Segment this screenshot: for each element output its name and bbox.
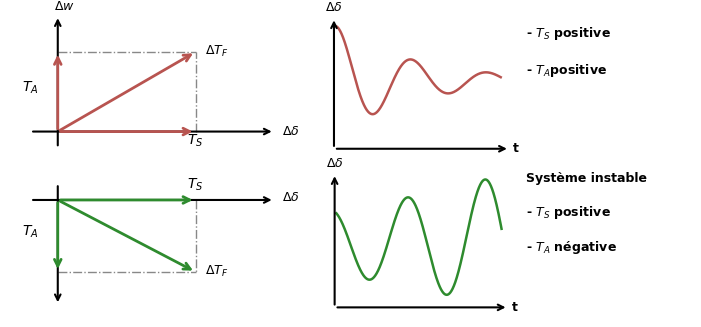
Text: $T_S$: $T_S$ <box>187 177 204 193</box>
Text: - $T_S$ positive: - $T_S$ positive <box>526 25 611 42</box>
Text: $\Delta\delta$: $\Delta\delta$ <box>282 125 299 138</box>
Text: $\Delta\delta$: $\Delta\delta$ <box>282 191 299 204</box>
Text: t: t <box>512 301 518 314</box>
Text: $\Delta\delta$: $\Delta\delta$ <box>326 157 343 170</box>
Text: $T_A$: $T_A$ <box>22 223 39 240</box>
Text: $T_A$: $T_A$ <box>22 80 39 96</box>
Text: $\Delta\delta$: $\Delta\delta$ <box>325 1 343 14</box>
Text: $\Delta T_F$: $\Delta T_F$ <box>205 264 228 280</box>
Text: Système instable: Système instable <box>526 172 647 184</box>
Text: $T_S$: $T_S$ <box>187 133 204 149</box>
Text: - $T_A$ négative: - $T_A$ négative <box>526 239 617 256</box>
Text: t: t <box>512 142 519 155</box>
Text: $\Delta T_F$: $\Delta T_F$ <box>205 44 228 60</box>
Text: $\Delta w$: $\Delta w$ <box>54 0 75 13</box>
Text: - $T_A$positive: - $T_A$positive <box>526 62 607 79</box>
Text: - $T_S$ positive: - $T_S$ positive <box>526 204 611 221</box>
